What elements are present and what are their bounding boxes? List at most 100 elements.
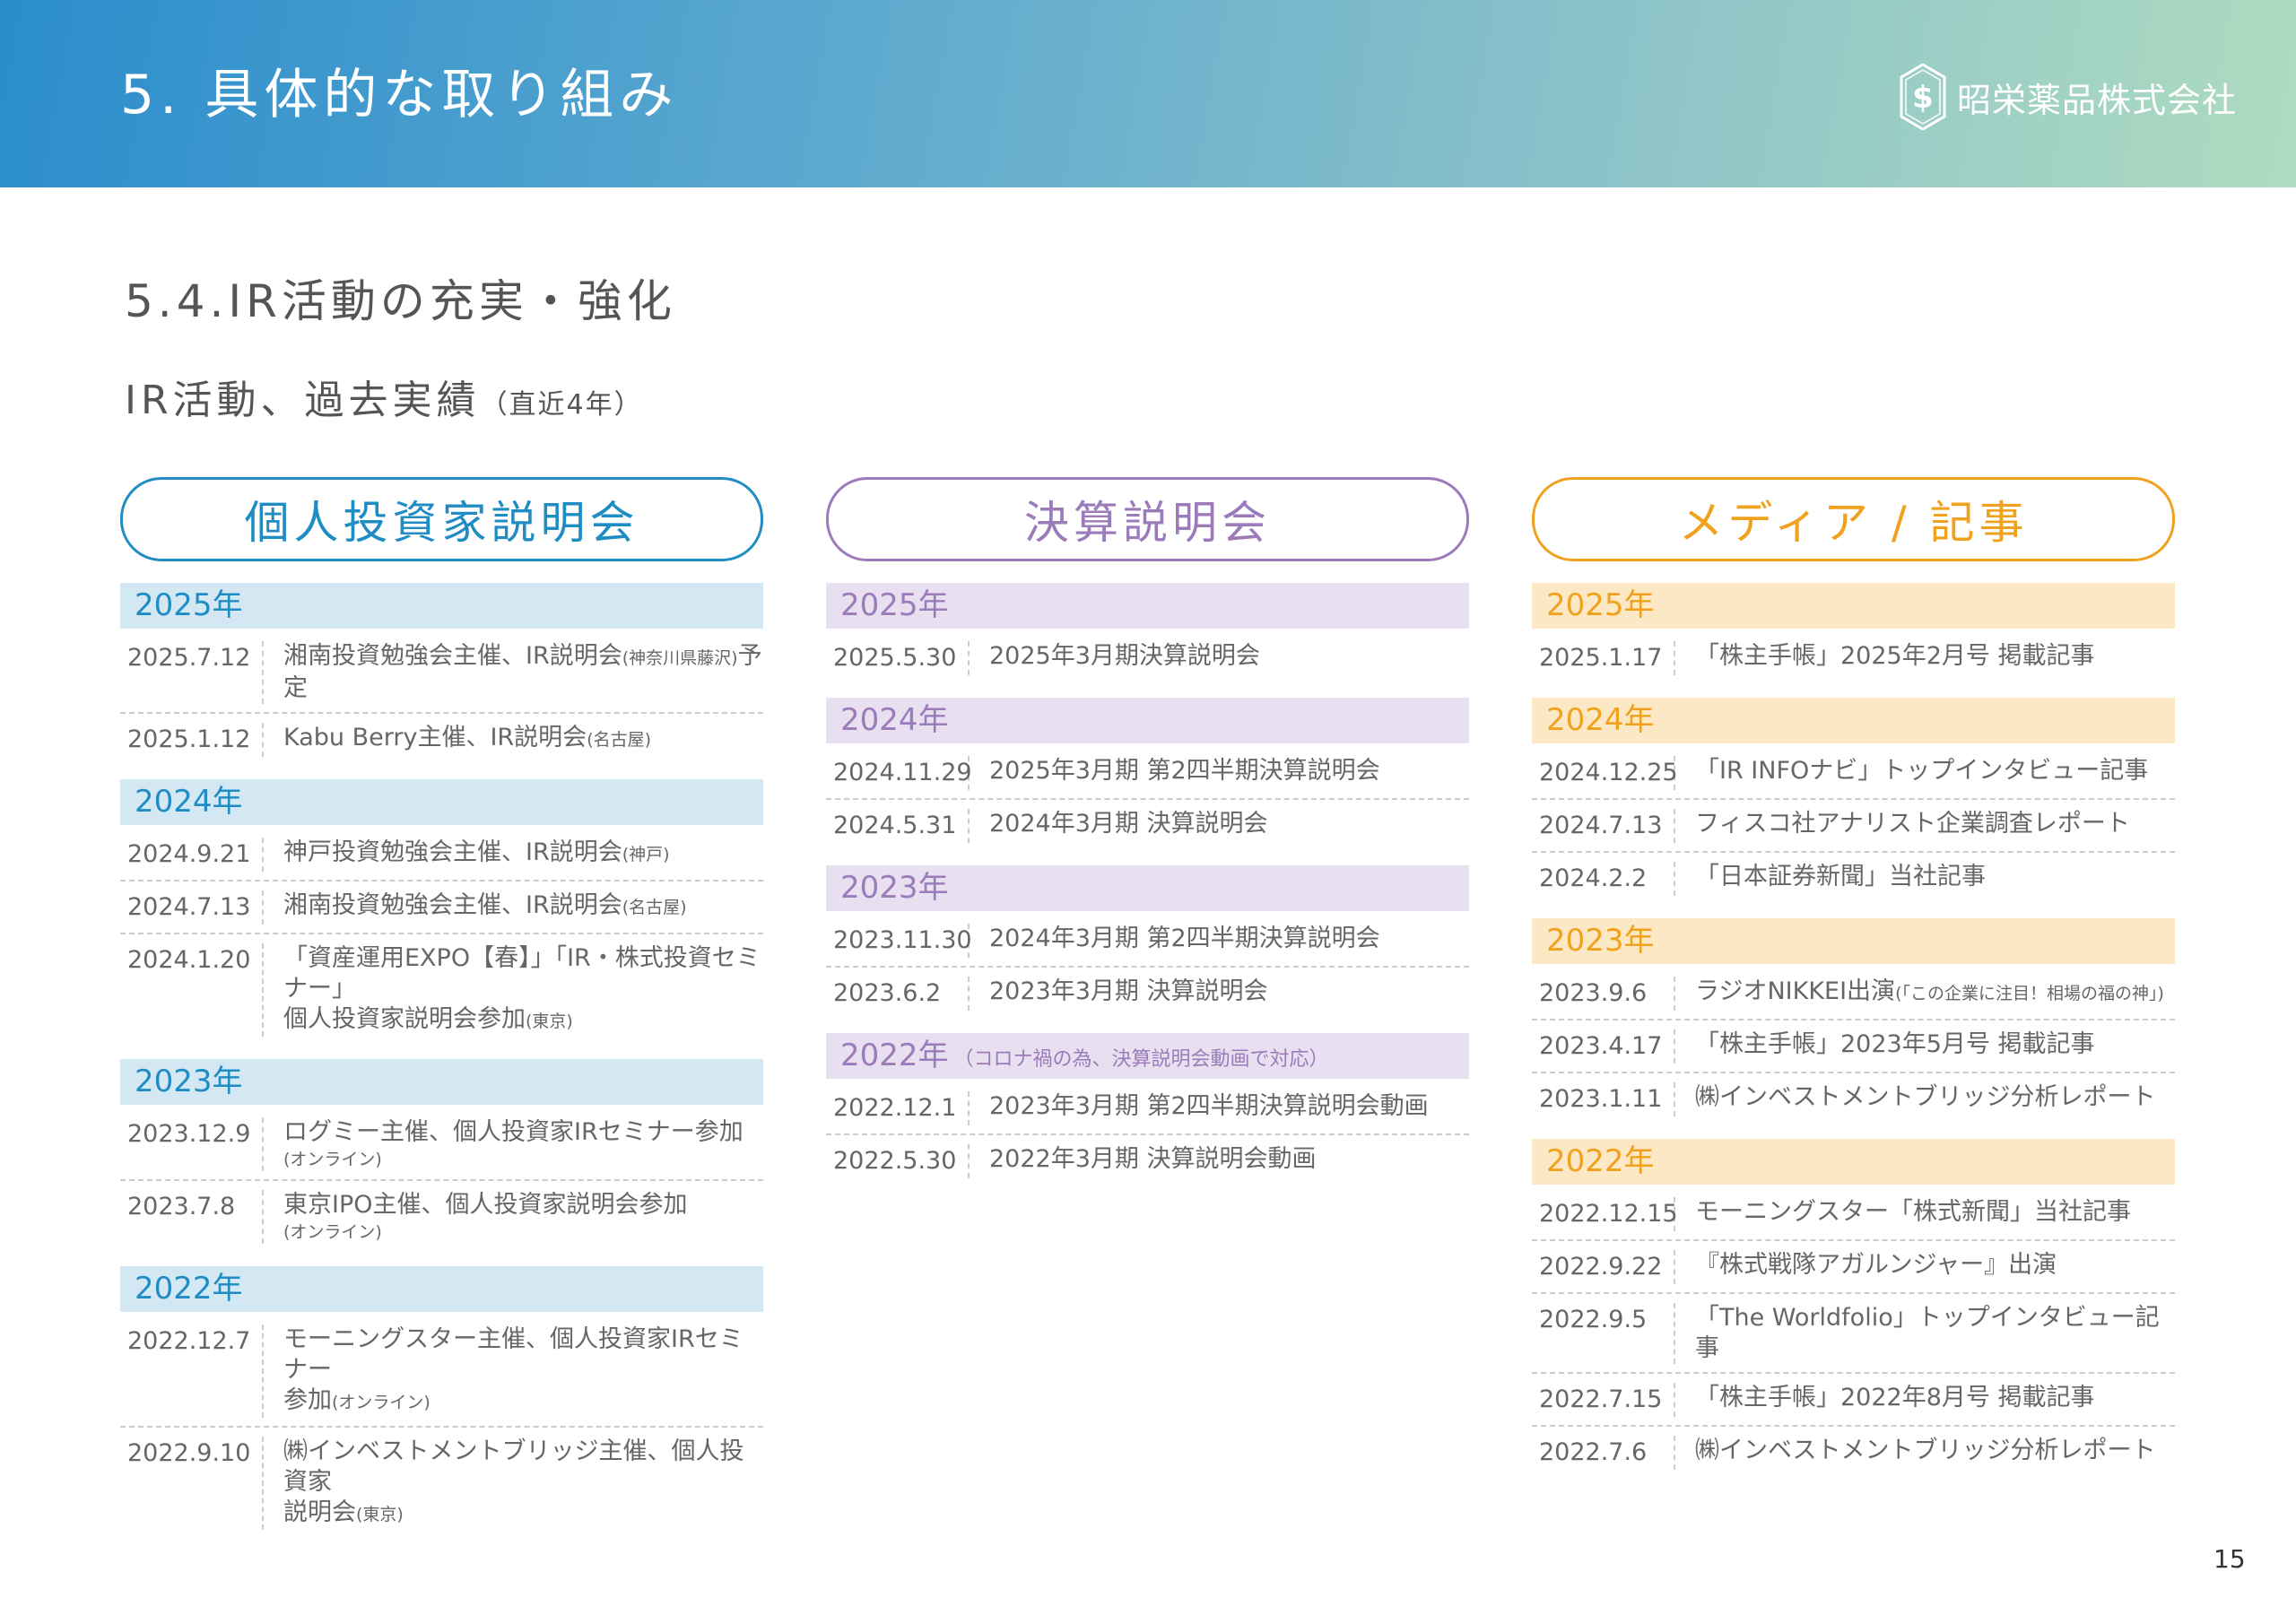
event-description: ログミー主催、個人投資家IRセミナー参加 (オンライン) bbox=[264, 1117, 744, 1171]
event-text: 2025年3月期決算説明会 bbox=[989, 642, 1260, 670]
column-orange: メディア / 記事 2025年 2025.1.17 「株主手帳」2025年2月号 掲載… bbox=[1532, 477, 2175, 1478]
event-description: モーニングスター主催、個人投資家IRセミナー 参加(オンライン) bbox=[264, 1324, 763, 1418]
event-row: 2023.9.6 ラジオNIKKEI出演(「この企業に注目！相場の福の神」) bbox=[1532, 968, 2175, 1020]
event-description: モーニングスター「株式新聞」当社記事 bbox=[1675, 1197, 2131, 1231]
event-list: 2022.12.7 モーニングスター主催、個人投資家IRセミナー 参加(オンライン… bbox=[120, 1312, 763, 1538]
event-description: ㈱インベストメントブリッジ分析レポート bbox=[1675, 1082, 2156, 1116]
event-description: 2023年3月期 決算説明会 bbox=[970, 977, 1267, 1011]
event-text: 神戸投資勉強会主催、IR説明会 bbox=[283, 838, 622, 866]
event-list: 2025.1.17 「株主手帳」2025年2月号 掲載記事 bbox=[1532, 629, 2175, 683]
event-text: Kabu Berry主催、IR説明会 bbox=[283, 724, 587, 751]
event-row: 2024.2.2 「日本証券新聞」当社記事 bbox=[1532, 853, 2175, 904]
event-description: 2022年3月期 決算説明会動画 bbox=[970, 1144, 1316, 1178]
event-description: 「株主手帳」2023年5月号 掲載記事 bbox=[1675, 1029, 2094, 1064]
event-date: 2024.9.21 bbox=[120, 838, 264, 872]
event-date: 2024.1.20 bbox=[120, 943, 264, 1037]
event-date: 2024.7.13 bbox=[120, 890, 264, 925]
event-description: ㈱インベストメントブリッジ分析レポート bbox=[1675, 1436, 2156, 1470]
year-header: 2025年 bbox=[826, 583, 1469, 629]
event-row: 2024.7.13 湘南投資勉強会主催、IR説明会(名古屋) bbox=[120, 881, 763, 934]
event-text: 『株式戦隊アガルンジャー』出演 bbox=[1695, 1251, 2057, 1279]
event-row: 2023.7.8 東京IPO主催、個人投資家説明会参加 (オンライン) bbox=[120, 1181, 763, 1252]
event-row: 2022.5.30 2022年3月期 決算説明会動画 bbox=[826, 1135, 1469, 1186]
event-description: 「資産運用EXPO【春】」「IR・株式投資セミナー」 個人投資家説明会参加(東京… bbox=[264, 943, 763, 1037]
year-header: 2024年 bbox=[1532, 698, 2175, 743]
year-header: 2023年 bbox=[826, 865, 1469, 911]
event-text: ㈱インベストメントブリッジ分析レポート bbox=[1695, 1083, 2156, 1111]
event-row: 2022.12.7 モーニングスター主催、個人投資家IRセミナー 参加(オンライン… bbox=[120, 1316, 763, 1428]
event-list: 2024.11.29 2025年3月期 第2四半期決算説明会 2024.5.31 20… bbox=[826, 743, 1469, 851]
event-date: 2024.7.13 bbox=[1532, 809, 1675, 843]
event-text: ㈱インベストメントブリッジ主催、個人投資家 説明会 bbox=[283, 1437, 744, 1526]
event-description: 「日本証券新聞」当社記事 bbox=[1675, 862, 1986, 896]
event-text: 東京IPO主催、個人投資家説明会参加 bbox=[283, 1191, 688, 1219]
event-description: 湘南投資勉強会主催、IR説明会(神奈川県藤沢)予定 bbox=[264, 641, 763, 704]
event-text: 2023年3月期 第2四半期決算説明会動画 bbox=[989, 1092, 1429, 1120]
event-row: 2024.9.21 神戸投資勉強会主催、IR説明会(神戸) bbox=[120, 829, 763, 881]
event-text: 湘南投資勉強会主催、IR説明会 bbox=[283, 642, 622, 670]
event-note: (オンライン) bbox=[332, 1393, 430, 1412]
event-row: 2025.5.30 2025年3月期決算説明会 bbox=[826, 632, 1469, 683]
year-label: 2024年 bbox=[840, 702, 949, 738]
event-list: 2023.9.6 ラジオNIKKEI出演(「この企業に注目！相場の福の神」) 202… bbox=[1532, 964, 2175, 1125]
event-row: 2024.7.13 フィスコ社アナリスト企業調査レポート bbox=[1532, 800, 2175, 853]
event-date: 2023.9.6 bbox=[1532, 977, 1675, 1011]
event-text: ログミー主催、個人投資家IRセミナー参加 bbox=[283, 1118, 744, 1146]
subtitle: IR活動、過去実績（直近4年） bbox=[125, 368, 643, 425]
event-row: 2022.9.10 ㈱インベストメントブリッジ主催、個人投資家 説明会(東京) bbox=[120, 1428, 763, 1538]
column-purple: 決算説明会 2025年 2025.5.30 2025年3月期決算説明会 2024年 202… bbox=[826, 477, 1469, 1186]
event-date: 2024.11.29 bbox=[826, 756, 972, 790]
event-text: 2024年3月期 第2四半期決算説明会 bbox=[989, 925, 1380, 952]
column-title: 個人投資家説明会 bbox=[120, 477, 763, 561]
event-row: 2022.12.1 2023年3月期 第2四半期決算説明会動画 bbox=[826, 1082, 1469, 1135]
event-date: 2025.5.30 bbox=[826, 641, 970, 675]
event-description: 「The Worldfolio」トップインタビュー記事 bbox=[1675, 1303, 2175, 1364]
year-label: 2022年 bbox=[1546, 1143, 1655, 1179]
event-description: 2023年3月期 第2四半期決算説明会動画 bbox=[970, 1091, 1429, 1125]
column-blue: 個人投資家説明会 2025年 2025.7.12 湘南投資勉強会主催、IR説明会(神奈… bbox=[120, 477, 763, 1538]
event-date: 2022.12.7 bbox=[120, 1324, 264, 1418]
event-date: 2025.1.17 bbox=[1532, 641, 1675, 675]
page-number: 15 bbox=[2213, 1544, 2246, 1574]
section-title: 5.4.IR活動の充実・強化 bbox=[125, 275, 676, 327]
event-row: 2024.1.20 「資産運用EXPO【春】」「IR・株式投資セミナー」 個人投資… bbox=[120, 934, 763, 1045]
event-text: ラジオNIKKEI出演 bbox=[1695, 977, 1896, 1005]
event-row: 2025.7.12 湘南投資勉強会主催、IR説明会(神奈川県藤沢)予定 bbox=[120, 632, 763, 714]
event-list: 2023.12.9 ログミー主催、個人投資家IRセミナー参加 (オンライン) 2023… bbox=[120, 1105, 763, 1252]
event-description: フィスコ社アナリスト企業調査レポート bbox=[1675, 809, 2130, 843]
year-label: 2024年 bbox=[1546, 702, 1655, 738]
event-date: 2022.12.15 bbox=[1532, 1197, 1678, 1231]
event-text: 2023年3月期 決算説明会 bbox=[989, 977, 1268, 1005]
event-list: 2024.9.21 神戸投資勉強会主催、IR説明会(神戸) 2024.7.13 湘南投… bbox=[120, 825, 763, 1045]
year-label: 2025年 bbox=[840, 587, 949, 623]
event-note: (「この企業に注目！相場の福の神」) bbox=[1895, 984, 2164, 1003]
event-text: フィスコ社アナリスト企業調査レポート bbox=[1695, 810, 2130, 838]
event-text: 2022年3月期 決算説明会動画 bbox=[989, 1145, 1317, 1173]
year-header: 2024年 bbox=[826, 698, 1469, 743]
event-date: 2023.12.9 bbox=[120, 1117, 264, 1171]
header-banner: 5. 具体的な取り組み $ 昭栄薬品株式会社 bbox=[0, 0, 2296, 187]
event-row: 2022.12.15 モーニングスター「株式新聞」当社記事 bbox=[1532, 1188, 2175, 1241]
year-header: 2022年 （コロナ禍の為、決算説明会動画で対応） bbox=[826, 1033, 1469, 1079]
event-date: 2022.7.6 bbox=[1532, 1436, 1675, 1470]
year-label: 2023年 bbox=[135, 1064, 243, 1099]
event-row: 2023.12.9 ログミー主催、個人投資家IRセミナー参加 (オンライン) bbox=[120, 1108, 763, 1181]
event-date: 2023.4.17 bbox=[1532, 1029, 1675, 1064]
event-text: ㈱インベストメントブリッジ分析レポート bbox=[1695, 1437, 2156, 1464]
event-row: 2022.7.15 「株主手帳」2022年8月号 掲載記事 bbox=[1532, 1374, 2175, 1427]
year-label: 2022年 bbox=[840, 1038, 949, 1073]
event-note: (東京) bbox=[526, 1012, 573, 1031]
event-description: 東京IPO主催、個人投資家説明会参加 (オンライン) bbox=[264, 1190, 688, 1244]
year-label: 2024年 bbox=[135, 784, 243, 820]
event-row: 2023.6.2 2023年3月期 決算説明会 bbox=[826, 968, 1469, 1019]
event-text: 「資産運用EXPO【春】」「IR・株式投資セミナー」 個人投資家説明会参加 bbox=[283, 944, 761, 1033]
year-header: 2025年 bbox=[1532, 583, 2175, 629]
hexagon-ss-logo-icon: $ bbox=[1900, 63, 1946, 131]
event-row: 2024.12.25 「IR INFOナビ」トップインタビュー記事 bbox=[1532, 747, 2175, 800]
event-description: 『株式戦隊アガルンジャー』出演 bbox=[1675, 1250, 2057, 1284]
year-header: 2023年 bbox=[120, 1059, 763, 1105]
event-date: 2025.7.12 bbox=[120, 641, 264, 704]
year-label: 2022年 bbox=[135, 1271, 243, 1307]
event-date: 2024.2.2 bbox=[1532, 862, 1675, 896]
event-row: 2025.1.12 Kabu Berry主催、IR説明会(名古屋) bbox=[120, 714, 763, 765]
